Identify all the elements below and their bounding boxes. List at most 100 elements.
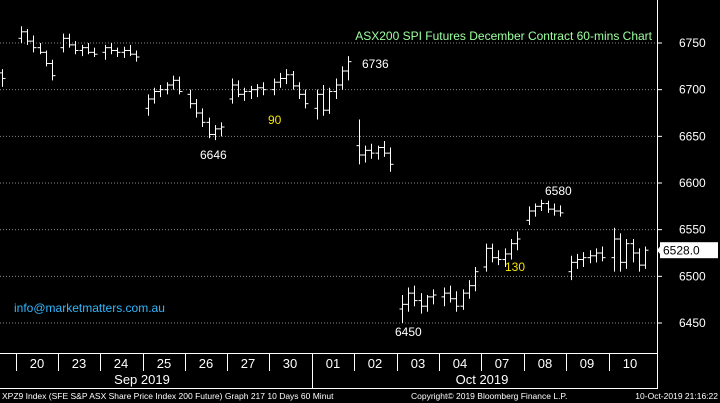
ohlc-bar xyxy=(453,291,460,312)
ohlc-bar xyxy=(24,29,31,45)
ohlc-bar xyxy=(587,250,594,264)
y-tick-label: 6450 xyxy=(679,316,706,330)
ohlc-bar xyxy=(248,85,255,99)
ohlc-bar xyxy=(133,50,140,62)
ohlc-bar xyxy=(636,248,643,272)
ohlc-bar xyxy=(514,231,521,251)
ohlc-bar xyxy=(466,280,473,299)
ohlc-bar xyxy=(290,71,297,90)
watermark-email: info@marketmatters.com.au xyxy=(14,301,165,315)
last-price-box xyxy=(660,242,718,259)
annotation-label: 130 xyxy=(505,260,525,274)
y-tick-label: 6700 xyxy=(679,83,706,97)
ohlc-bar xyxy=(254,84,261,98)
ohlc-bar xyxy=(296,82,303,99)
ohlc-bar xyxy=(526,206,533,225)
ohlc-bar xyxy=(37,43,44,55)
ohlc-bar xyxy=(326,87,333,114)
ohlc-bar xyxy=(206,117,213,139)
ohlc-bar xyxy=(381,141,388,157)
ohlc-bar xyxy=(568,255,575,281)
ohlc-bar xyxy=(424,295,431,312)
ohlc-bar xyxy=(399,295,406,323)
annotation-label: 90 xyxy=(268,113,282,127)
chart-footer: XPZ9 Index (SFE S&P ASX Share Price Inde… xyxy=(0,389,720,403)
ohlc-bar xyxy=(151,87,158,104)
y-tick-label: 6550 xyxy=(679,223,706,237)
annotation-label: 6646 xyxy=(200,148,227,162)
footer-copyright: Copyright© 2019 Bloomberg Finance L.P. xyxy=(411,391,568,401)
ohlc-bar xyxy=(199,108,206,127)
last-price-pointer xyxy=(657,245,661,256)
ohlc-bar xyxy=(339,66,346,90)
y-tick-label: 6600 xyxy=(679,176,706,190)
ohlc-bar xyxy=(283,69,290,85)
ohlc-bar xyxy=(145,94,152,116)
ohlc-bar xyxy=(102,44,109,60)
ohlc-bar xyxy=(170,75,177,90)
x-tick-label: 27 xyxy=(241,356,255,371)
annotation-label: 6450 xyxy=(395,325,422,339)
ohlc-bar xyxy=(271,78,278,96)
ohlc-bar xyxy=(229,78,236,104)
ohlc-bar xyxy=(368,143,375,159)
ohlc-bar xyxy=(411,285,418,307)
y-tick-label: 6500 xyxy=(679,269,706,283)
ohlc-bar xyxy=(611,227,618,272)
ohlc-bar xyxy=(545,200,552,213)
ohlc-bar xyxy=(212,125,219,141)
ohlc-bar xyxy=(79,44,86,57)
ohlc-bar xyxy=(593,248,600,263)
annotation-label: 6736 xyxy=(362,57,389,71)
x-tick-label: 24 xyxy=(114,356,128,371)
ohlc-bar xyxy=(320,85,327,116)
ohlc-bar xyxy=(345,56,352,81)
ohlc-bar xyxy=(60,33,67,53)
ohlc-bar xyxy=(405,287,412,312)
x-tick-label: 08 xyxy=(538,356,552,371)
y-tick-label: 6750 xyxy=(679,36,706,50)
ohlc-bar xyxy=(557,205,564,217)
ohlc-bar xyxy=(508,239,515,260)
footer-security-info: XPZ9 Index (SFE S&P ASX Share Price Inde… xyxy=(2,391,334,401)
last-price-label: 6528.0 xyxy=(663,244,700,258)
ohlc-bar xyxy=(447,285,454,303)
ohlc-bar xyxy=(114,47,121,57)
ohlc-bar xyxy=(580,252,587,267)
ohlc-bar xyxy=(72,41,79,55)
x-tick-label: 23 xyxy=(72,356,86,371)
ohlc-bar xyxy=(472,267,479,292)
ohlc-bar xyxy=(85,43,92,55)
ohlc-bar xyxy=(0,69,6,87)
ohlc-bar xyxy=(630,239,637,263)
ohlc-bar xyxy=(502,248,509,267)
ohlc-bar xyxy=(302,89,309,109)
ohlc-bar xyxy=(235,80,242,98)
ohlc-bar xyxy=(551,203,558,216)
ohlc-bar xyxy=(574,253,581,269)
ohlc-bar xyxy=(599,246,606,262)
month-label: Sep 2019 xyxy=(114,372,170,387)
ohlc-bar xyxy=(356,119,363,165)
ohlc-bar xyxy=(218,122,225,137)
ohlc-bar xyxy=(623,239,630,269)
ohlc-bar xyxy=(375,145,382,160)
ohlc-bar xyxy=(18,26,25,43)
ohlc-bar xyxy=(441,287,448,307)
x-tick-label: 02 xyxy=(368,356,382,371)
x-tick-label: 20 xyxy=(30,356,44,371)
ohlc-bar xyxy=(260,82,267,96)
x-tick-label: 07 xyxy=(495,356,509,371)
ohlc-bar xyxy=(483,243,490,272)
ohlc-bar xyxy=(187,89,194,109)
ohlc-bar xyxy=(642,246,649,269)
annotation-label: 6580 xyxy=(545,184,572,198)
ohlc-bar xyxy=(30,35,37,53)
ohlc-bar xyxy=(387,147,394,172)
ohlc-bar xyxy=(617,233,624,272)
ohlc-bar xyxy=(241,87,248,101)
ohlc-bar xyxy=(91,47,98,57)
x-tick-label: 10 xyxy=(623,356,637,371)
ohlc-bar xyxy=(418,293,425,314)
